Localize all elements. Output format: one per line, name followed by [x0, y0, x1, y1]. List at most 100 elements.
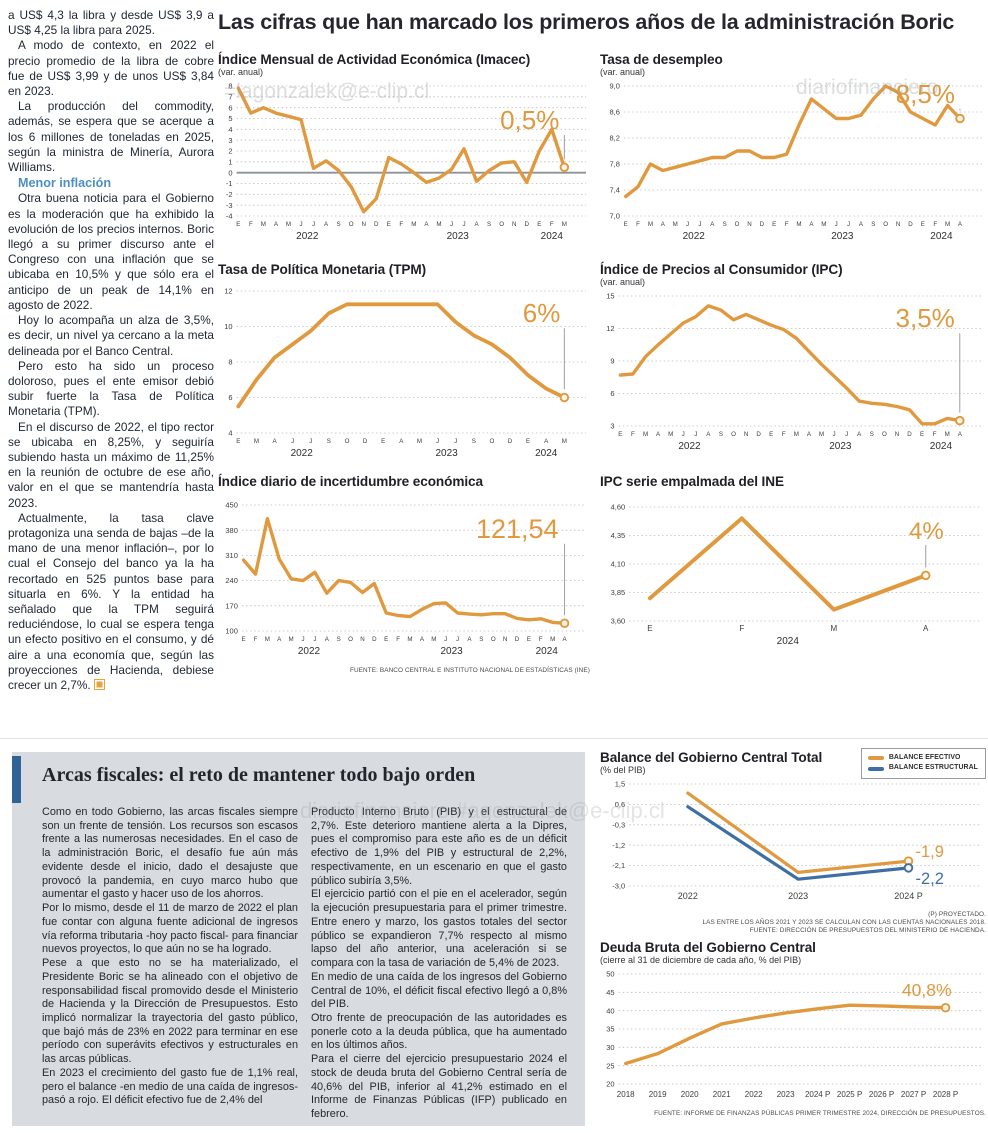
fiscal-column-2: Producto Interno Bruto (PIB) y el estruc…	[311, 806, 567, 1122]
svg-text:0,5%: 0,5%	[500, 105, 559, 135]
chart-title: Índice de Precios al Consumidor (IPC)	[600, 262, 843, 277]
chart-subtitle: (cierre al 31 de diciembre de cada año, …	[600, 955, 802, 965]
svg-text:E: E	[624, 221, 628, 228]
article-paragraph: En el discurso de 2022, el tipo rector s…	[8, 419, 214, 510]
svg-text:2024: 2024	[536, 646, 559, 657]
svg-text:J: J	[847, 221, 850, 228]
svg-text:F: F	[539, 636, 543, 643]
svg-text:E: E	[769, 431, 773, 438]
svg-text:2022: 2022	[745, 1090, 763, 1099]
svg-text:4%: 4%	[909, 518, 944, 545]
svg-text:A: A	[710, 221, 715, 228]
svg-text:O: O	[882, 431, 887, 438]
svg-text:J: J	[845, 431, 848, 438]
svg-text:15: 15	[606, 292, 614, 301]
svg-text:N: N	[896, 221, 900, 228]
fiscal-article-panel: Arcas fiscales: el reto de mantener todo…	[12, 752, 585, 1126]
svg-text:F: F	[631, 431, 635, 438]
svg-text:2024: 2024	[777, 636, 800, 647]
chart-source: FUENTE: INFORME DE FINANZAS PÚBLICAS PRI…	[654, 1110, 986, 1117]
fiscal-paragraph: Por lo mismo, desde el 11 de marzo de 20…	[42, 902, 298, 956]
fiscal-paragraph: Como en todo Gobierno, las arcas fiscale…	[42, 806, 298, 901]
svg-text:8,5%: 8,5%	[896, 79, 955, 109]
chart-desempleo: Tasa de desempleo (var. anual) 9,0 8,6 8,2…	[600, 52, 986, 251]
svg-text:N: N	[895, 431, 899, 438]
fiscal-paragraph: En medio de una caída de los ingresos de…	[311, 970, 567, 1011]
svg-text:O: O	[735, 221, 740, 228]
chart-title: Deuda Bruta del Gobierno Central	[600, 940, 816, 955]
svg-text:D: D	[374, 221, 379, 228]
svg-text:D: D	[372, 636, 377, 643]
svg-text:N: N	[744, 431, 748, 438]
fiscal-paragraph: Para el cierre del ejercicio presupuesta…	[311, 1053, 567, 1121]
svg-text:40: 40	[606, 1006, 614, 1015]
chart-tpm: Tasa de Política Monetaria (TPM) 12 10 8 6 4…	[218, 262, 590, 468]
chart-ipc: Índice de Precios al Consumidor (IPC) (v…	[600, 262, 986, 461]
svg-text:D: D	[363, 438, 368, 445]
svg-text:450: 450	[225, 501, 238, 510]
svg-text:M: M	[286, 221, 291, 228]
article-paragraph: La producción del commodity, además, se …	[8, 99, 214, 175]
svg-text:121,54: 121,54	[476, 514, 559, 544]
svg-text:N: N	[512, 221, 516, 228]
svg-text:-2,2: -2,2	[915, 870, 943, 888]
svg-text:N: N	[360, 636, 364, 643]
svg-text:E: E	[647, 624, 652, 633]
svg-text:D: D	[756, 431, 761, 438]
svg-text:2025 P: 2025 P	[837, 1090, 862, 1099]
svg-text:E: E	[242, 636, 246, 643]
svg-text:A: A	[544, 438, 549, 445]
chart-ipc-empalmada: IPC serie empalmada del INE 4,60 4,35 4,10…	[600, 474, 986, 656]
chart-subtitle: (var. anual)	[600, 67, 646, 77]
svg-text:2023: 2023	[777, 1090, 795, 1099]
article-paragraph: Pero esto ha sido un proceso doloroso, p…	[8, 358, 214, 419]
svg-text:2021: 2021	[713, 1090, 731, 1099]
chart-footnote: FUENTE: DIRECCIÓN DE PRESUPUESTOS DEL MI…	[749, 927, 986, 934]
svg-text:35: 35	[606, 1025, 614, 1034]
fiscal-article-body: Como en todo Gobierno, las arcas fiscale…	[42, 806, 567, 1122]
legend-row: BALANCE EFECTIVO	[867, 753, 978, 763]
svg-text:M: M	[830, 624, 837, 633]
svg-text:M: M	[796, 221, 801, 228]
svg-text:J: J	[299, 221, 302, 228]
svg-text:J: J	[291, 438, 294, 445]
svg-text:2018: 2018	[617, 1090, 635, 1099]
svg-text:2020: 2020	[681, 1090, 699, 1099]
svg-text:12: 12	[606, 324, 614, 333]
chart-balance: Balance del Gobierno Central Total (% de…	[600, 748, 986, 935]
svg-text:F: F	[550, 221, 554, 228]
svg-text:S: S	[337, 636, 341, 643]
chart-subtitle: (% del PIB)	[600, 765, 646, 775]
svg-text:6%: 6%	[523, 298, 561, 328]
svg-text:8: 8	[228, 358, 232, 367]
svg-text:M: M	[945, 221, 950, 228]
svg-text:2022: 2022	[291, 448, 314, 459]
svg-text:M: M	[436, 221, 441, 228]
svg-text:J: J	[309, 438, 312, 445]
svg-text:M: M	[411, 221, 416, 228]
chart-incertidumbre: Índice diario de incertidumbre económica…	[218, 474, 590, 674]
svg-text:2023: 2023	[447, 231, 470, 242]
svg-text:E: E	[618, 431, 622, 438]
svg-text:S: S	[479, 636, 483, 643]
chart-deuda: Deuda Bruta del Gobierno Central (cierre…	[600, 940, 986, 1117]
svg-text:E: E	[236, 221, 240, 228]
svg-text:J: J	[462, 221, 465, 228]
svg-text:S: S	[870, 431, 874, 438]
svg-text:M: M	[648, 221, 653, 228]
chart-footnote: LAS ENTRE LOS AÑOS 2021 Y 2023 SE CALCUL…	[702, 919, 986, 926]
svg-text:9,0: 9,0	[609, 82, 619, 91]
fiscal-column-1: Como en todo Gobierno, las arcas fiscale…	[42, 806, 298, 1122]
svg-text:-2: -2	[226, 190, 233, 199]
svg-text:S: S	[337, 221, 341, 228]
svg-text:O: O	[883, 221, 888, 228]
svg-text:D: D	[508, 438, 513, 445]
svg-text:3: 3	[610, 422, 614, 431]
chart-legend: BALANCE EFECTIVO BALANCE ESTRUCTURAL	[860, 748, 986, 779]
svg-text:2024: 2024	[541, 231, 564, 242]
svg-text:M: M	[562, 221, 567, 228]
svg-text:F: F	[396, 636, 400, 643]
svg-text:3,5%: 3,5%	[896, 303, 955, 333]
article-paragraph-text: Actualmente, la tasa clave protagoniza u…	[8, 510, 214, 692]
svg-text:A: A	[661, 221, 666, 228]
